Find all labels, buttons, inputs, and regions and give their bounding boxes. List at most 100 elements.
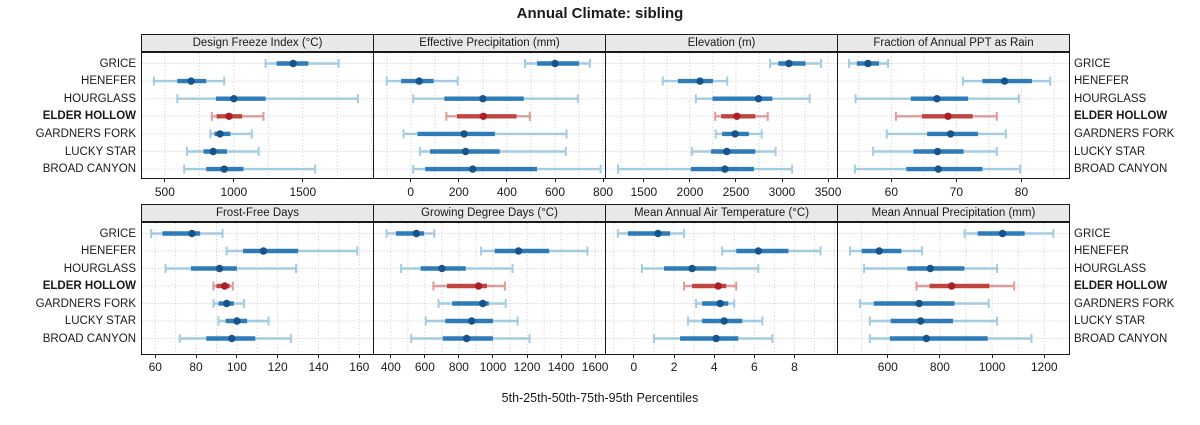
axis-tick xyxy=(1020,178,1022,182)
site-label-left-grice: GRICE xyxy=(99,227,136,240)
axis-tick-label: 1500 xyxy=(289,185,317,199)
axis-tick-label: 2000 xyxy=(676,185,704,199)
axis-tick xyxy=(560,354,562,358)
axis-tick xyxy=(390,354,392,358)
site-label-left-elder-hollow: ELDER HOLLOW xyxy=(42,280,136,292)
axis-tick xyxy=(554,178,556,182)
panel-effective-precipitation-mm- xyxy=(373,52,606,179)
site-label-right-henefer: HENEFER xyxy=(1074,245,1129,257)
axis-tick xyxy=(793,354,795,358)
axis-tick-label: 200 xyxy=(448,185,469,199)
axis-tick-label: 6 xyxy=(750,360,758,374)
site-label-left-grice: GRICE xyxy=(99,57,136,70)
axis-tick xyxy=(424,354,426,358)
axis-tick-label: 3000 xyxy=(768,185,796,199)
panel-fraction-of-annual-ppt-as-rain xyxy=(837,52,1070,179)
site-label-left-henefer: HENEFER xyxy=(81,75,136,88)
axis-tick-label: 4 xyxy=(710,360,718,374)
axis-tick xyxy=(318,354,319,358)
site-label-right-elder-hollow: ELDER HOLLOW xyxy=(1074,110,1168,123)
site-label-right-hourglass: HOURGLASS xyxy=(1074,92,1147,105)
axis-tick xyxy=(643,178,645,182)
axis-tick-label: 1000 xyxy=(479,360,507,374)
axis-tick-label: 800 xyxy=(929,360,950,374)
axis-tick xyxy=(991,354,993,358)
strip-mean-annual-air-temperature-c-: Mean Annual Air Temperature (°C) xyxy=(605,204,838,222)
strip-frost-free-days: Frost-Free Days xyxy=(141,204,374,222)
axis-tick-label: 140 xyxy=(308,360,329,374)
axis-tick-label: 8 xyxy=(791,360,798,374)
axis-tick xyxy=(1043,354,1045,358)
axis-tick xyxy=(939,354,941,358)
axis-tick-label: 500 xyxy=(154,185,175,199)
site-label-left-gardners-fork: GARDNERS FORK xyxy=(35,297,136,310)
axis-tick xyxy=(506,178,508,182)
site-label-right-lucky-star: LUCKY STAR xyxy=(1074,145,1146,158)
axis-tick-label: 400 xyxy=(496,185,517,199)
axis-tick xyxy=(713,354,715,358)
axis-tick-label: 120 xyxy=(267,360,288,374)
site-label-left-hourglass: HOURGLASS xyxy=(63,262,136,275)
site-label-left-lucky-star: LUCKY STAR xyxy=(64,315,136,327)
panel-growing-degree-days-c- xyxy=(373,222,606,355)
axis-tick-label: 1500 xyxy=(630,185,658,199)
axis-tick-label: 1600 xyxy=(581,360,609,374)
panel-design-freeze-index-c- xyxy=(141,52,374,179)
axis-tick xyxy=(633,354,635,358)
axis-tick xyxy=(410,178,412,182)
axis-tick xyxy=(753,354,755,358)
axis-tick xyxy=(673,354,675,358)
site-label-left-henefer: HENEFER xyxy=(81,245,136,257)
site-label-right-gardners-fork: GARDNERS FORK xyxy=(1074,297,1175,310)
site-label-left-gardners-fork: GARDNERS FORK xyxy=(35,127,136,140)
site-label-left-hourglass: HOURGLASS xyxy=(63,92,136,105)
axis-tick xyxy=(492,354,494,358)
axis-tick xyxy=(827,178,829,182)
axis-tick-label: 80 xyxy=(189,360,203,374)
axis-tick-label: 600 xyxy=(414,360,435,374)
strip-growing-degree-days-c-: Growing Degree Days (°C) xyxy=(373,204,606,222)
axis-tick-label: 1000 xyxy=(220,185,248,199)
axis-tick-label: 2 xyxy=(670,360,678,374)
strip-elevation-m-: Elevation (m) xyxy=(605,34,838,52)
site-label-right-elder-hollow: ELDER HOLLOW xyxy=(1074,280,1168,292)
axis-tick-label: 100 xyxy=(226,360,247,374)
axis-tick xyxy=(195,354,197,358)
strip-design-freeze-index-c-: Design Freeze Index (°C) xyxy=(141,34,374,52)
axis-tick xyxy=(955,178,957,182)
axis-tick xyxy=(164,178,166,182)
axis-tick xyxy=(781,178,783,182)
site-label-left-lucky-star: LUCKY STAR xyxy=(64,145,136,158)
panel-mean-annual-precipitation-mm- xyxy=(837,222,1070,355)
axis-tick-label: 1400 xyxy=(547,360,575,374)
panel-elevation-m- xyxy=(605,52,838,179)
axis-tick xyxy=(233,178,235,182)
axis-tick-label: 0 xyxy=(407,185,415,199)
axis-tick-label: 400 xyxy=(380,360,401,374)
axis-tick xyxy=(277,354,279,358)
axis-tick-label: 1200 xyxy=(1030,360,1058,374)
axis-tick xyxy=(358,354,360,358)
site-label-right-grice: GRICE xyxy=(1074,227,1111,240)
axis-tick-label: 3500 xyxy=(814,185,842,199)
axis-tick xyxy=(526,354,528,358)
site-label-left-broad-canyon: BROAD CANYON xyxy=(42,163,136,176)
axis-tick-label: 800 xyxy=(448,360,469,374)
axis-tick-label: 2500 xyxy=(722,185,750,199)
axis-tick xyxy=(735,178,737,182)
axis-tick xyxy=(458,354,460,358)
axis-tick xyxy=(887,354,889,358)
axis-tick-label: 60 xyxy=(884,185,899,199)
axis-tick-label: 60 xyxy=(148,360,162,374)
axis-tick xyxy=(890,178,892,182)
axis-tick-label: 1000 xyxy=(978,360,1006,374)
panel-mean-annual-air-temperature-c- xyxy=(605,222,838,355)
axis-tick xyxy=(594,354,596,358)
axis-tick xyxy=(689,178,691,182)
strip-effective-precipitation-mm-: Effective Precipitation (mm) xyxy=(373,34,606,52)
site-label-left-elder-hollow: ELDER HOLLOW xyxy=(42,110,136,123)
axis-tick-label: 1200 xyxy=(513,360,541,374)
axis-tick xyxy=(602,178,604,182)
site-label-right-henefer: HENEFER xyxy=(1074,75,1129,88)
